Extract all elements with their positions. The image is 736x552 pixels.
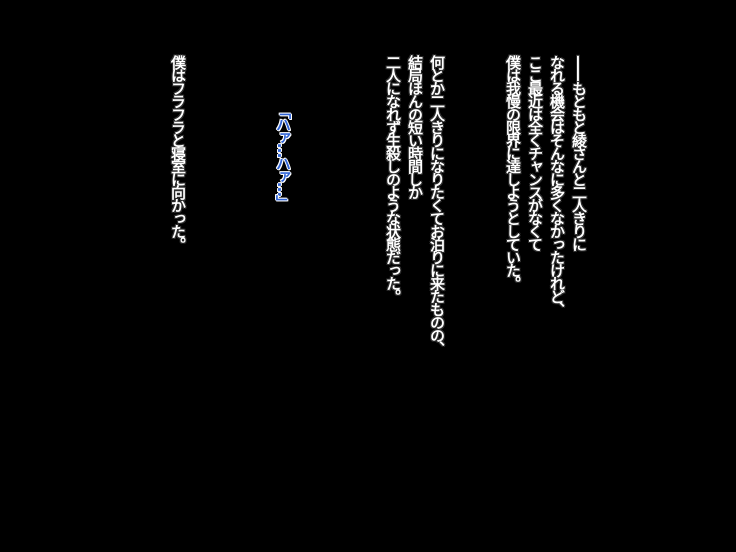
narration-line: ——もともと綾さんと二人きりに [570, 55, 588, 250]
narration-line: 何とか二人きりになりたくてお泊りに来たものの、 [428, 55, 446, 354]
narration-line: 僕はフラフラと寝室に向かった。 [169, 55, 187, 250]
voice-line: 「ハァ…ハァ…」 [274, 104, 292, 208]
narration-line: ここ最近は全くチャンスがなくて [526, 55, 544, 250]
narration-line: 結局ほんの短い時間しか [406, 55, 424, 198]
narration-line: 僕は我慢の限界に達しようとしていた。 [504, 55, 522, 289]
narration-line: 二人になれず生殺しのような状態だった。 [384, 55, 402, 302]
narration-line: なれる機会はそんなに多くなかったけれど、 [548, 55, 566, 315]
